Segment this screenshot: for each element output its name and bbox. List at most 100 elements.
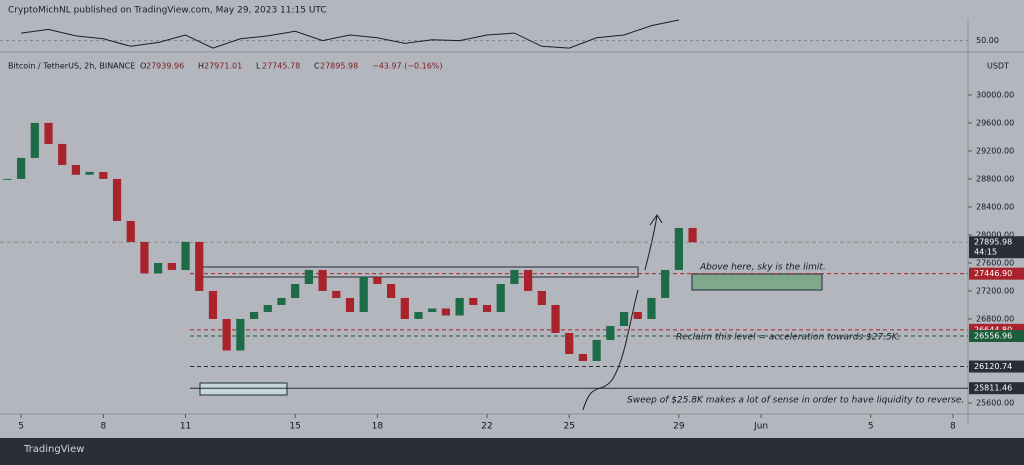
price-label: 26644.80 bbox=[974, 325, 1012, 334]
drawn-arrow bbox=[582, 214, 663, 411]
candle bbox=[208, 290, 218, 319]
x-tick-label: 5 bbox=[18, 422, 24, 432]
candle bbox=[44, 122, 53, 144]
candle bbox=[99, 171, 108, 179]
candle bbox=[524, 269, 533, 291]
candle bbox=[606, 325, 615, 340]
candle bbox=[578, 353, 588, 361]
price-label: 26120.74 bbox=[974, 362, 1012, 371]
x-tick-label: 8 bbox=[100, 422, 106, 432]
x-tick-label: 25 bbox=[564, 422, 575, 432]
candle bbox=[30, 122, 39, 158]
target-box bbox=[691, 273, 823, 291]
candle bbox=[496, 283, 505, 312]
legend-value: 27939.96 bbox=[146, 62, 184, 71]
legend-change: −43.97 (−0.16%) bbox=[372, 62, 443, 71]
candle bbox=[565, 332, 574, 354]
candle bbox=[510, 269, 519, 284]
candle bbox=[154, 262, 163, 274]
header-bar bbox=[0, 0, 1024, 18]
candle bbox=[222, 318, 231, 351]
symbol: Bitcoin / TetherUS, 2h, BINANCE bbox=[8, 62, 135, 71]
y-tick-label: 25600.00 bbox=[976, 398, 1014, 407]
legend-value: 27745.78 bbox=[262, 62, 300, 71]
annotation: Reclaim this level = acceleration toward… bbox=[676, 333, 901, 343]
candle bbox=[126, 220, 135, 242]
candle bbox=[441, 308, 451, 316]
candle bbox=[195, 241, 204, 291]
x-tick-label: 15 bbox=[289, 422, 300, 432]
candle bbox=[318, 269, 327, 291]
candle bbox=[537, 290, 546, 305]
candle bbox=[85, 171, 94, 175]
candle bbox=[482, 304, 492, 312]
y-tick-label: 27600.00 bbox=[976, 258, 1014, 267]
candle bbox=[263, 304, 272, 312]
x-tick-label: 18 bbox=[372, 422, 384, 432]
legend: Bitcoin / TetherUS, 2h, BINANCE O 27939.9… bbox=[8, 62, 443, 71]
x-tick-label: 11 bbox=[180, 422, 191, 432]
y-tick-label: 29200.00 bbox=[976, 146, 1014, 155]
price-label-box bbox=[969, 267, 1024, 280]
legend-value: 27971.01 bbox=[204, 62, 242, 71]
candle bbox=[551, 304, 560, 333]
publisher: CryptoMichNL published on TradingView.co… bbox=[8, 6, 327, 16]
y-tick-label: 28800.00 bbox=[976, 174, 1014, 183]
candle bbox=[236, 318, 245, 351]
candle bbox=[619, 311, 629, 326]
rsi-tick-label: 50.00 bbox=[976, 36, 999, 45]
price-label: 27895.98 bbox=[974, 238, 1012, 247]
candle bbox=[674, 227, 683, 270]
price-label-box bbox=[969, 382, 1024, 395]
x-tick-label: 29 bbox=[673, 422, 685, 432]
x-tick-label: Jun bbox=[753, 422, 768, 432]
legend-value: 27895.98 bbox=[320, 62, 358, 71]
candle bbox=[359, 276, 368, 312]
candle bbox=[71, 164, 81, 175]
candle bbox=[400, 297, 409, 319]
candle bbox=[469, 297, 478, 305]
price-label-box bbox=[969, 360, 1024, 373]
legend-prefix: C bbox=[314, 62, 320, 71]
currency: USDT bbox=[987, 62, 1009, 71]
footer-bar bbox=[0, 438, 1024, 461]
candle bbox=[386, 283, 396, 298]
candle bbox=[455, 297, 464, 316]
x-tick-label: 5 bbox=[868, 422, 874, 432]
candle bbox=[633, 311, 642, 319]
candle bbox=[304, 269, 313, 284]
candle bbox=[3, 178, 12, 180]
candle bbox=[140, 241, 149, 274]
price-label: 25811.46 bbox=[974, 384, 1012, 393]
candle bbox=[647, 297, 656, 319]
candle bbox=[414, 311, 423, 319]
y-tick-label: 28000.00 bbox=[976, 230, 1014, 239]
y-tick-label: 30000.00 bbox=[976, 90, 1014, 99]
candle bbox=[373, 276, 382, 284]
countdown: 44:15 bbox=[974, 248, 997, 257]
candle bbox=[181, 241, 190, 270]
rsi-line bbox=[21, 19, 680, 49]
candle bbox=[345, 297, 355, 312]
price-label: 26556.96 bbox=[974, 331, 1012, 340]
y-tick-label: 26800.00 bbox=[976, 314, 1014, 323]
legend-prefix: L bbox=[256, 62, 261, 71]
annotation: Above here, sky is the limit. bbox=[699, 263, 826, 273]
annotation: Sweep of $25.8K makes a lot of sense in … bbox=[627, 396, 964, 406]
y-tick-label: 27200.00 bbox=[976, 286, 1014, 295]
legend-prefix: O bbox=[140, 62, 146, 71]
x-tick-label: 22 bbox=[481, 422, 492, 432]
candle bbox=[249, 311, 259, 319]
price-label-box bbox=[969, 236, 1024, 259]
candle bbox=[428, 308, 437, 312]
candle bbox=[167, 262, 176, 270]
legend-prefix: H bbox=[198, 62, 204, 71]
candle bbox=[112, 178, 122, 221]
candle bbox=[661, 269, 670, 298]
price-label: 27446.90 bbox=[974, 269, 1012, 278]
support-box bbox=[199, 382, 288, 396]
candle bbox=[58, 143, 67, 165]
y-tick-label: 29600.00 bbox=[976, 118, 1014, 127]
